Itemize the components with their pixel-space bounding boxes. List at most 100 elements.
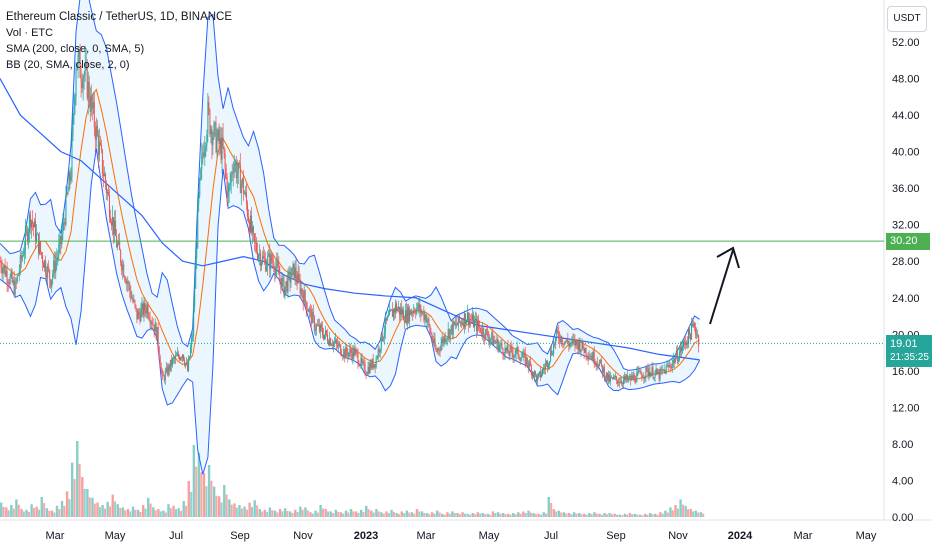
candle-body <box>205 145 207 149</box>
candle-body <box>488 336 490 342</box>
candle-body <box>442 338 444 343</box>
candle-body <box>39 241 41 254</box>
candle-body <box>377 348 379 358</box>
volume-bar <box>12 508 15 517</box>
price-axis[interactable]: 52.00 48.00 44.00 40.00 36.00 32.00 28.00 24.00… <box>892 37 920 524</box>
candle-body <box>512 353 514 358</box>
candle-body <box>478 320 480 327</box>
candle-body <box>139 314 141 322</box>
candle-body <box>641 374 643 379</box>
volume-bar <box>104 508 106 517</box>
candle-body <box>351 352 353 359</box>
candle-body <box>391 309 393 317</box>
candle-body <box>635 381 637 383</box>
volume-bar <box>441 513 444 517</box>
candle-body <box>390 309 392 311</box>
volume-bar <box>395 513 398 517</box>
time-axis[interactable]: Mar May Jul Sep Nov 2023 Mar May Jul Sep Nov 2024 Ma… <box>46 530 877 542</box>
candle-body <box>158 347 160 358</box>
volume-bar <box>243 506 246 517</box>
candle-body <box>71 135 73 178</box>
candle-body <box>541 369 543 374</box>
candle-body <box>469 319 471 320</box>
volume-bar <box>63 505 66 517</box>
candle-body <box>69 172 71 181</box>
candle-body <box>585 348 587 356</box>
candle-body <box>6 271 8 283</box>
candle-body <box>294 267 296 279</box>
candle-body <box>307 310 309 313</box>
candle-body <box>632 375 634 379</box>
candle-body <box>471 319 473 321</box>
candle-body <box>305 301 307 310</box>
legend-volume[interactable]: Vol · ETC <box>6 27 54 39</box>
volume-bar <box>301 509 304 517</box>
candle-body <box>439 350 441 351</box>
symbol-title[interactable]: Ethereum Classic / TetherUS, 1D, BINANCE <box>6 11 233 23</box>
candle-body <box>580 349 582 353</box>
candle-body <box>440 344 442 351</box>
candle-body <box>380 333 382 350</box>
candle-body <box>538 371 540 374</box>
candle-body <box>494 340 496 342</box>
candle-body <box>68 172 70 192</box>
candle-body <box>684 342 686 345</box>
candle-body <box>607 374 609 381</box>
candle-body <box>688 328 690 345</box>
volume-bar <box>53 512 56 517</box>
candle-body <box>321 327 323 335</box>
legend-bollinger[interactable]: BB (20, SMA, close, 2, 0) <box>6 59 130 71</box>
candle-body <box>546 361 548 365</box>
volume-bar <box>377 511 380 517</box>
candle-body <box>583 348 585 353</box>
candle-body <box>200 169 202 180</box>
candle-body <box>76 68 78 70</box>
volume-bar <box>529 512 532 517</box>
legend-sma[interactable]: SMA (200, close, 0, SMA, 5) <box>6 43 145 55</box>
candle-body <box>251 226 253 233</box>
candle-body <box>103 174 105 176</box>
candle-body <box>344 349 346 358</box>
volume-bar <box>10 505 13 517</box>
candle-body <box>260 253 262 267</box>
drawn-arrow[interactable] <box>709 246 740 325</box>
candle-body <box>230 173 232 183</box>
candle-body <box>233 166 235 173</box>
currency-unit-button[interactable]: USDT <box>887 6 927 32</box>
volume-bar <box>524 513 527 517</box>
volume-bar <box>311 513 314 517</box>
candle-body <box>243 193 245 195</box>
candle-body <box>0 261 2 269</box>
volume-bar <box>370 510 373 517</box>
candle-body <box>571 339 573 343</box>
candle-body <box>558 331 560 339</box>
candle-body <box>352 348 354 359</box>
candle-body <box>477 320 479 331</box>
candle-body <box>499 344 501 346</box>
candle-body <box>46 273 48 279</box>
volume-bar <box>496 512 500 517</box>
candle-body <box>680 346 682 352</box>
volume-bar <box>124 510 127 517</box>
candle-body <box>320 324 322 328</box>
candle-body <box>261 262 263 267</box>
candle-body <box>248 221 250 233</box>
candle-body <box>501 343 503 349</box>
volume-bar <box>400 511 403 517</box>
candle-body <box>22 255 24 257</box>
volume-bar <box>291 513 294 517</box>
candle-body <box>543 368 545 370</box>
candle-body <box>438 348 440 351</box>
candle-body <box>226 177 228 198</box>
volume-bar <box>631 514 634 517</box>
volume-bar <box>413 513 416 517</box>
volume-bar <box>613 513 616 517</box>
arrow-shaft <box>709 249 734 325</box>
volume-bar <box>68 499 71 517</box>
candle-body <box>417 303 419 308</box>
volume-bar <box>517 512 520 517</box>
candle-body <box>627 375 629 380</box>
candle-body <box>51 279 53 288</box>
candle-body <box>533 371 535 377</box>
